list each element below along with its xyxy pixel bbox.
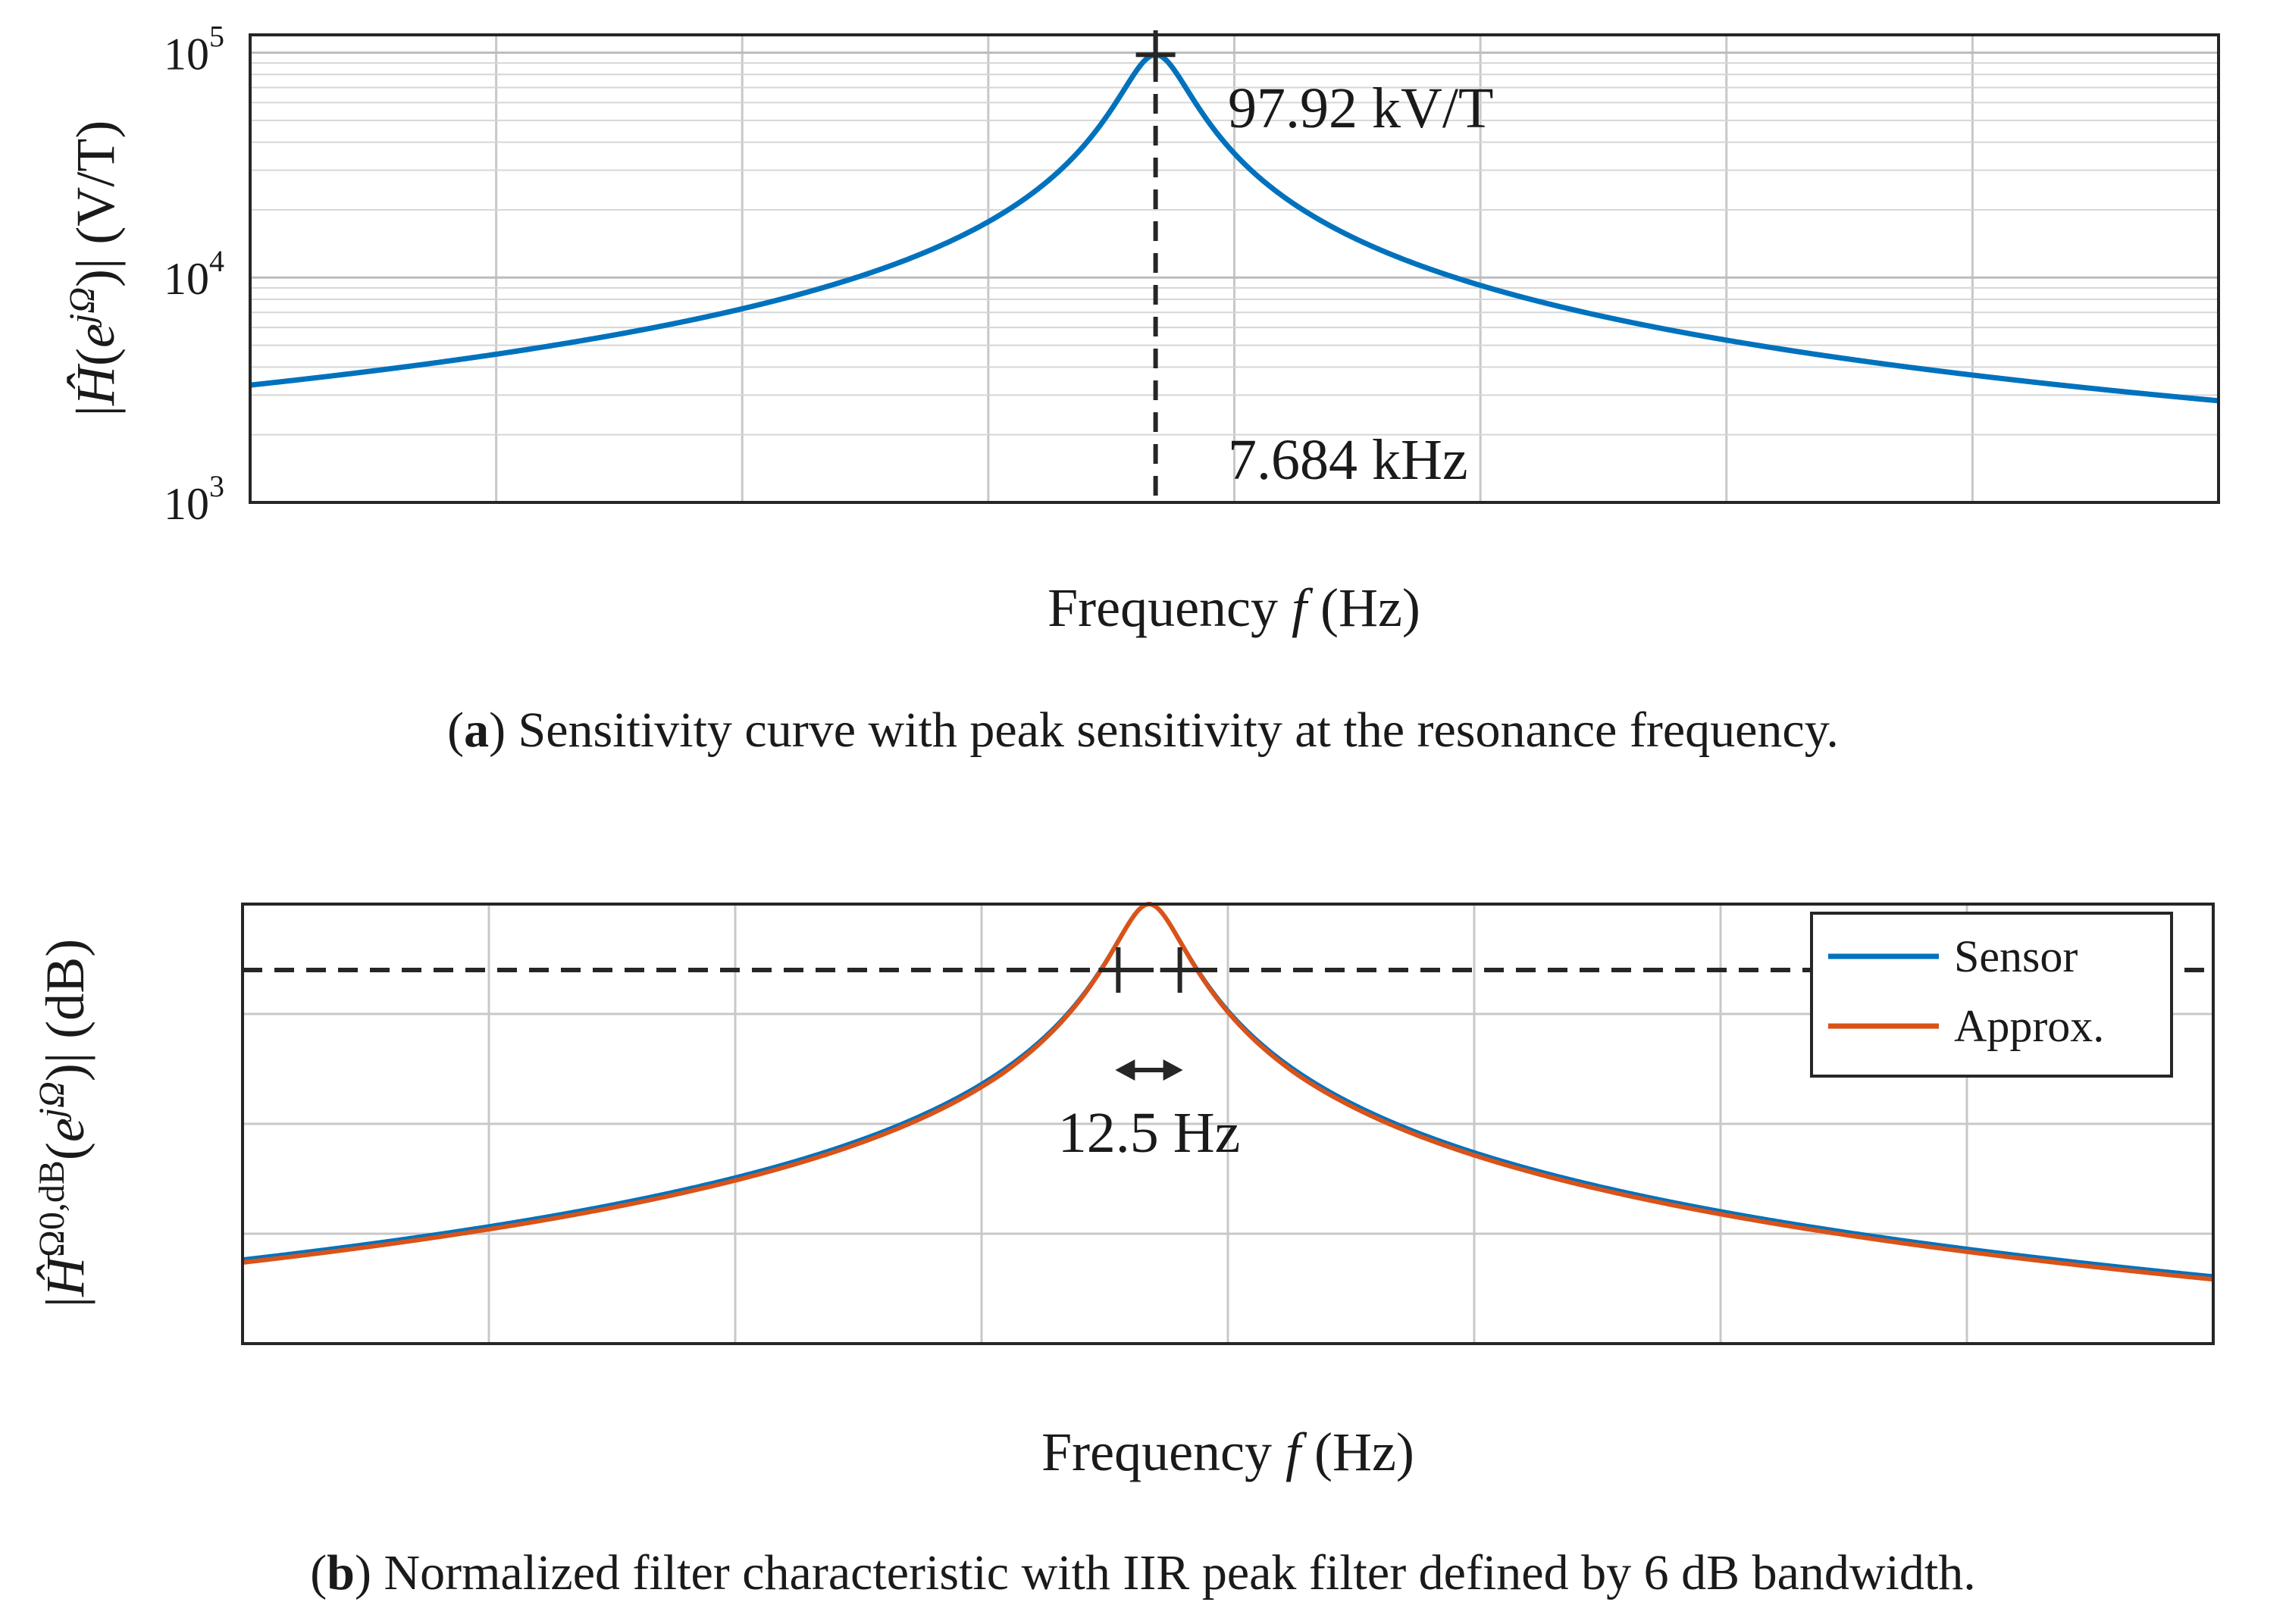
caption-b-tag: b — [327, 1545, 355, 1601]
caption-a-tag: a — [464, 702, 490, 758]
chart-b-ylabel: |ĤΩ0,dB(ejΩ)| (dB) — [32, 939, 96, 1307]
chart-b-ylabel-close: )| (dB) — [35, 939, 96, 1081]
caption-b: (b) Normalized filter characteristic wit… — [310, 1545, 1976, 1601]
chart-a-ytick-base-2: 10 — [164, 29, 209, 79]
chart-a-ytick-exp-2: 5 — [209, 19, 224, 53]
chart-a-plot-frame — [249, 33, 2220, 504]
chart-b-xlabel-unit: (Hz) — [1301, 1422, 1414, 1482]
chart-b-legend-box — [1810, 912, 2173, 1078]
chart-a-xlabel-freq: Frequency — [1047, 577, 1292, 638]
chart-a-series-line-0 — [249, 52, 2220, 404]
chart-a-peak-freq-label: 7.684 kHz — [1228, 428, 1468, 492]
chart-b-legend-label-0: Sensor — [1954, 931, 2078, 981]
chart-a-ylabel-e: e — [65, 324, 126, 348]
chart-b-ylabel-exp: jΩ — [32, 1081, 72, 1122]
chart-a-ytick-0: 103 — [164, 469, 224, 529]
chart-a-ytick-base-1: 10 — [164, 254, 209, 304]
chart-a-annotations: 97.92 kV/T 7.684 kHz — [1135, 30, 1493, 502]
caption-a: (a) Sensitivity curve with peak sensitiv… — [447, 702, 1839, 758]
chart-a-ylabel: |Ĥ(ejΩ)| (V/T) — [62, 120, 127, 417]
caption-b-text: Normalized filter characteristic with II… — [371, 1545, 1976, 1601]
chart-a-ylabel-bar: | — [65, 405, 126, 416]
chart-a-gridlines — [249, 35, 2220, 504]
chart-b-ylabel-bar: | — [35, 1297, 96, 1307]
chart-b-plot-frame — [241, 903, 2215, 1345]
chart-a-ytick-exp-1: 4 — [209, 244, 224, 278]
chart-a-xlabel-unit: (Hz) — [1307, 577, 1420, 638]
caption-a-text: Sensitivity curve with peak sensitivity … — [506, 702, 1839, 758]
chart-a-ytick-2: 105 — [164, 19, 224, 79]
chart-a-ylabel-close: )| (V/T) — [65, 120, 126, 287]
chart-b-ylabel-sup: Ω0,dB — [32, 1160, 72, 1257]
chart-b-legend-label-1: Approx. — [1954, 1001, 2104, 1051]
chart-b-legend: Sensor Approx. — [1810, 912, 2173, 1078]
chart-b-series-line-1 — [241, 902, 2215, 1282]
chart-b-bw-arrow-right-head — [1163, 1059, 1183, 1081]
chart-a-ytick-base-0: 10 — [164, 479, 209, 529]
chart-b-xlabel: Frequency f (Hz) — [1041, 1422, 1414, 1482]
chart-a-ytick-exp-0: 3 — [209, 469, 224, 503]
chart-b-ylabel-e: e — [35, 1118, 96, 1142]
chart-a-peak-value-label: 97.92 kV/T — [1228, 77, 1493, 140]
chart-b-xlabel-freq: Frequency — [1041, 1422, 1285, 1482]
chart-b-ylabel-h: Ĥ — [35, 1254, 96, 1297]
chart-a-ylabel-exp: jΩ — [62, 287, 102, 328]
chart-a-ylabel-paren: ( — [65, 348, 126, 366]
chart-b-bandwidth-label: 12.5 Hz — [1058, 1101, 1241, 1165]
chart-b-ylabel-paren: ( — [35, 1142, 96, 1160]
chart-a-ylabel-h: Ĥ — [65, 363, 126, 406]
chart-b: 12.5 Hz Sensor Approx. Frequency f (Hz) |… — [32, 902, 2215, 1482]
chart-a-series-group — [249, 52, 2220, 404]
chart-b-series-group — [241, 902, 2215, 1282]
chart-b-bw-arrow-left-head — [1115, 1059, 1135, 1081]
chart-a-ytick-1: 104 — [164, 244, 224, 304]
chart-a-xlabel: Frequency f (Hz) — [1047, 577, 1420, 638]
